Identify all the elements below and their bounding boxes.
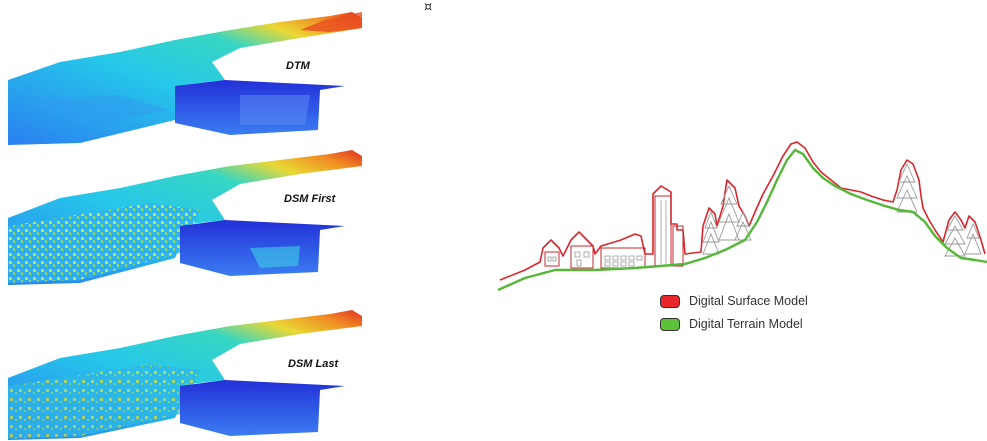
panel-label-dsm-first: DSM First — [284, 193, 336, 205]
houses — [544, 195, 684, 269]
water-surface — [180, 380, 345, 436]
dsm-first-panel: DSM First — [0, 148, 370, 288]
legend-item-surface: Digital Surface Model — [660, 291, 880, 311]
dsm-last-panel: DSM Last — [0, 306, 370, 441]
panel-label-dtm: DTM — [286, 60, 310, 72]
dtm-panel: DTM — [0, 0, 370, 147]
trees — [702, 162, 982, 257]
legend: Digital Surface Model Digital Terrain Mo… — [660, 291, 880, 337]
lidar-panels: DTM — [0, 0, 370, 441]
panel-label-dsm-last: DSM Last — [288, 358, 339, 370]
terrain-model-line — [497, 148, 987, 292]
building-points — [8, 364, 200, 439]
legend-swatch-surface — [660, 294, 680, 308]
legend-swatch-terrain — [660, 317, 680, 331]
surface-model-line — [499, 141, 986, 281]
dsm-last-render — [8, 310, 362, 440]
windows — [547, 200, 667, 267]
building-points — [8, 203, 200, 283]
legend-label-surface: Digital Surface Model — [689, 294, 808, 308]
dtm-render — [8, 12, 362, 145]
legend-item-terrain: Digital Terrain Model — [660, 314, 880, 334]
dsm-dtm-cross-section — [495, 130, 987, 310]
dsm-first-render — [8, 150, 362, 285]
currency-glyph: ¤ — [424, 0, 433, 15]
cross-section-svg — [497, 141, 987, 292]
legend-label-terrain: Digital Terrain Model — [689, 317, 803, 331]
